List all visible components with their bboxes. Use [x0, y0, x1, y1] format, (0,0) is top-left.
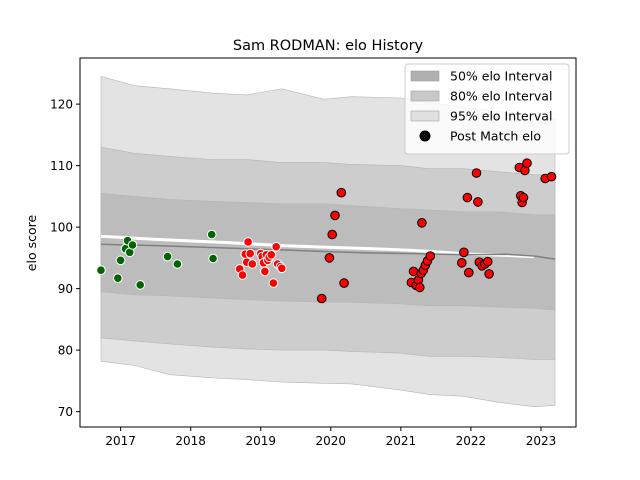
match-point	[522, 158, 532, 168]
match-point	[127, 240, 138, 250]
match-point	[484, 269, 494, 279]
mean-elo-line	[100, 243, 556, 260]
legend: 50% elo Interval 80% elo Interval 95% elo …	[404, 63, 570, 155]
match-point	[206, 229, 217, 240]
match-point	[113, 273, 123, 284]
y-tick-label: 90	[58, 282, 73, 296]
match-point	[266, 250, 277, 260]
x-tick-label: 2017	[105, 434, 136, 448]
match-point	[271, 242, 282, 252]
y-tick-label: 70	[58, 405, 73, 419]
match-point	[172, 259, 183, 269]
y-axis-label: elo score	[24, 215, 39, 272]
match-point	[408, 266, 419, 277]
legend-label: 80% elo Interval	[450, 89, 552, 104]
y-tick-label: 110	[50, 159, 73, 173]
match-point	[415, 282, 425, 293]
match-point	[260, 266, 270, 277]
legend-swatch	[410, 70, 440, 82]
y-tick-label: 120	[50, 98, 73, 112]
match-point	[339, 278, 349, 288]
match-point	[135, 280, 145, 290]
trend-lines	[100, 234, 556, 260]
y-axis: 70 80 90 100 110 120	[50, 98, 80, 419]
chart-title: Sam RODMAN: elo History	[233, 38, 424, 54]
match-point	[518, 192, 529, 203]
legend-label: 50% elo Interval	[450, 69, 552, 84]
match-point	[425, 251, 436, 261]
match-point	[327, 229, 338, 240]
x-tick-label: 2023	[526, 434, 557, 448]
x-tick-label: 2022	[456, 434, 487, 448]
x-tick-label: 2019	[245, 434, 276, 448]
match-point	[268, 278, 279, 288]
match-point	[459, 247, 469, 258]
legend-marker	[419, 130, 431, 142]
match-point	[546, 171, 557, 182]
match-point	[208, 253, 218, 264]
match-point	[115, 255, 126, 266]
match-point	[316, 293, 327, 304]
legend-label: Post Match elo	[450, 129, 541, 144]
legend-swatch	[410, 110, 440, 122]
y-tick-label: 100	[50, 221, 73, 235]
match-point	[243, 237, 253, 247]
match-point	[330, 210, 340, 221]
match-point	[462, 192, 473, 203]
match-point	[277, 263, 287, 274]
y-tick-label: 80	[58, 344, 73, 358]
match-point	[237, 270, 248, 280]
match-point	[482, 256, 493, 267]
x-tick-label: 2018	[175, 434, 206, 448]
match-point	[457, 258, 467, 268]
match-point	[162, 251, 173, 262]
post-match-points	[96, 158, 557, 304]
legend-box	[404, 63, 570, 155]
match-point	[336, 187, 347, 198]
legend-label: 95% elo Interval	[450, 109, 552, 124]
legend-swatch	[410, 90, 440, 102]
plot-frame	[79, 57, 577, 428]
match-point	[96, 265, 106, 276]
match-point	[247, 259, 258, 269]
match-point	[471, 168, 482, 178]
x-tick-label: 2020	[316, 434, 347, 448]
x-axis: 2017 2018 2019 2020 2021 2022 2023	[105, 427, 556, 448]
match-point	[464, 267, 474, 278]
match-point	[324, 253, 335, 263]
x-tick-label: 2021	[386, 434, 417, 448]
match-point	[473, 197, 483, 207]
match-point	[245, 248, 255, 259]
match-point	[417, 218, 427, 228]
